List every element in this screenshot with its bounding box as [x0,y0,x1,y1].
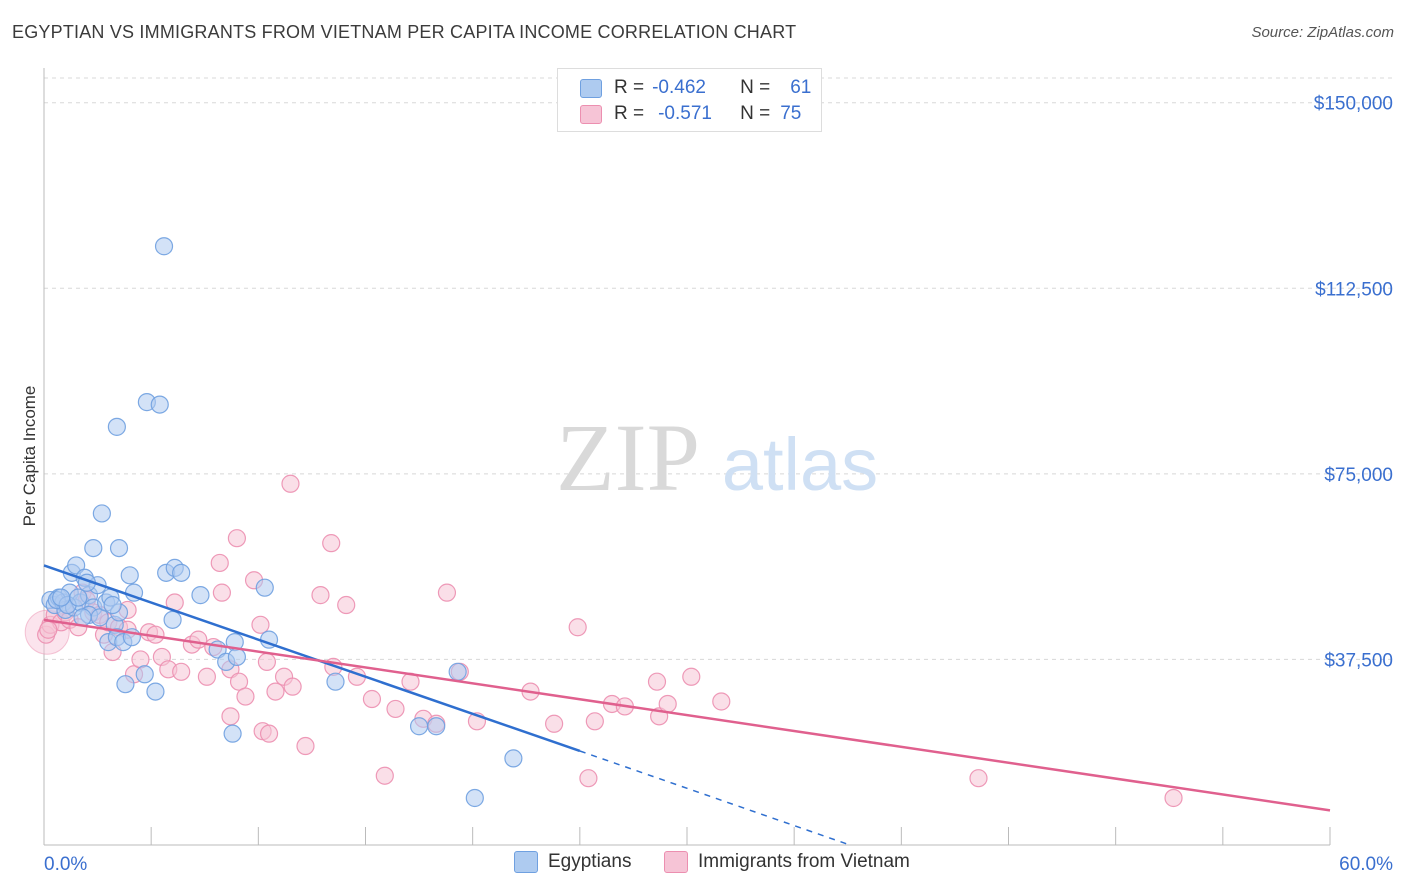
y-tick-label: $150,000 [1314,94,1393,115]
point-egyptians [150,395,169,414]
point-egyptians [427,717,446,736]
point-vietnam [969,769,988,788]
point-egyptians [146,682,165,701]
point-egyptians [223,724,242,743]
series-label-vietnam: Immigrants from Vietnam [698,851,910,872]
point-egyptians [191,586,210,605]
point-vietnam [236,687,255,706]
legend-n-value: 61 [790,77,812,98]
legend-swatch-blue [580,78,602,98]
tick-labels: $37,500 $75,000 $112,500 $150,000 0.0% 60.0% [44,94,1393,875]
gridlines [44,77,1394,660]
point-egyptians [84,538,103,558]
point-vietnam [585,712,604,731]
point-vietnam [437,583,457,602]
legend-r-value: -0.462 [652,77,706,98]
point-vietnam [545,714,564,733]
point-egyptians [504,749,523,768]
stats-legend: R = -0.462 N = 61 R = -0.571 N = 75 [557,68,822,132]
y-tick-label: $37,500 [1324,650,1393,671]
point-vietnam [386,699,405,719]
x-tick-label-min: 0.0% [44,854,87,875]
y-tick-label: $112,500 [1315,279,1393,300]
point-egyptians [120,566,139,585]
point-egyptians [154,237,174,256]
point-vietnam [712,692,731,711]
series-legend-vietnam: Immigrants from Vietnam [664,851,910,873]
legend-row-vietnam: R = -0.571 N = 75 [580,103,801,125]
legend-r-label: R = [614,77,645,98]
point-vietnam [210,553,229,573]
watermark-atlas: atlas [722,423,878,506]
point-egyptians [255,578,274,597]
point-egyptians [326,672,345,691]
point-vietnam [375,766,394,785]
point-egyptians [103,595,122,615]
chart-title: EGYPTIAN VS IMMIGRANTS FROM VIETNAM PER … [12,22,797,42]
point-egyptians [107,417,126,436]
point-vietnam [296,736,315,756]
series-label-egyptians: Egyptians [548,851,632,872]
point-egyptians [69,588,88,607]
point-vietnam [362,689,382,709]
legend-n-label: N = [740,77,771,98]
point-egyptians [465,788,484,808]
trend-extension-egyptians [579,750,851,846]
point-vietnam [259,724,279,743]
point-vietnam [579,769,598,788]
point-vietnam [283,677,302,696]
point-vietnam [251,615,270,634]
point-vietnam [658,694,677,714]
watermark: ZIP atlas [556,404,878,511]
legend-r-value: -0.571 [658,103,712,124]
trend-line-egyptians [43,564,581,753]
legend-row-egyptians: R = -0.462 N = 61 [580,77,811,99]
point-egyptians [172,563,191,582]
point-vietnam [266,682,285,701]
point-egyptians [227,647,246,667]
point-egyptians [67,556,86,575]
series-legend-egyptians: Egyptians [514,851,631,873]
point-vietnam [172,662,191,681]
y-tick-label: $75,000 [1324,465,1393,486]
point-egyptians [92,504,111,523]
data-points [24,237,1183,808]
point-egyptians [109,538,129,558]
trend-lines [43,564,1331,846]
point-vietnam [322,534,341,553]
point-vietnam [1164,788,1183,808]
point-vietnam [682,667,701,686]
watermark-zip: ZIP [556,404,700,511]
legend-swatch-pink [580,104,602,124]
series-swatch-pink [664,851,688,873]
point-egyptians [409,717,429,736]
point-egyptians [448,662,467,681]
legend-r-label: R = [614,103,645,124]
point-vietnam [311,586,330,605]
point-egyptians [52,588,71,607]
x-tick-label-max: 60.0% [1339,854,1393,875]
point-vietnam [647,672,667,691]
axes [43,68,1331,846]
point-egyptians [116,675,135,694]
point-vietnam [39,620,58,639]
source-label: Source: ZipAtlas.com [1251,24,1394,41]
point-vietnam [189,630,208,649]
point-egyptians [135,665,154,684]
point-vietnam [337,595,356,615]
point-vietnam [568,618,587,637]
series-swatch-blue [514,851,538,873]
point-vietnam [281,474,300,493]
point-vietnam [221,707,240,726]
legend-n-value: 75 [780,103,802,124]
legend-n-label: N = [740,103,771,124]
trend-line-vietnam [43,618,1331,812]
point-egyptians [73,608,92,627]
point-vietnam [212,583,231,602]
point-egyptians [163,610,182,629]
point-vietnam [257,652,277,672]
point-vietnam [227,529,246,548]
point-vietnam [197,667,216,686]
